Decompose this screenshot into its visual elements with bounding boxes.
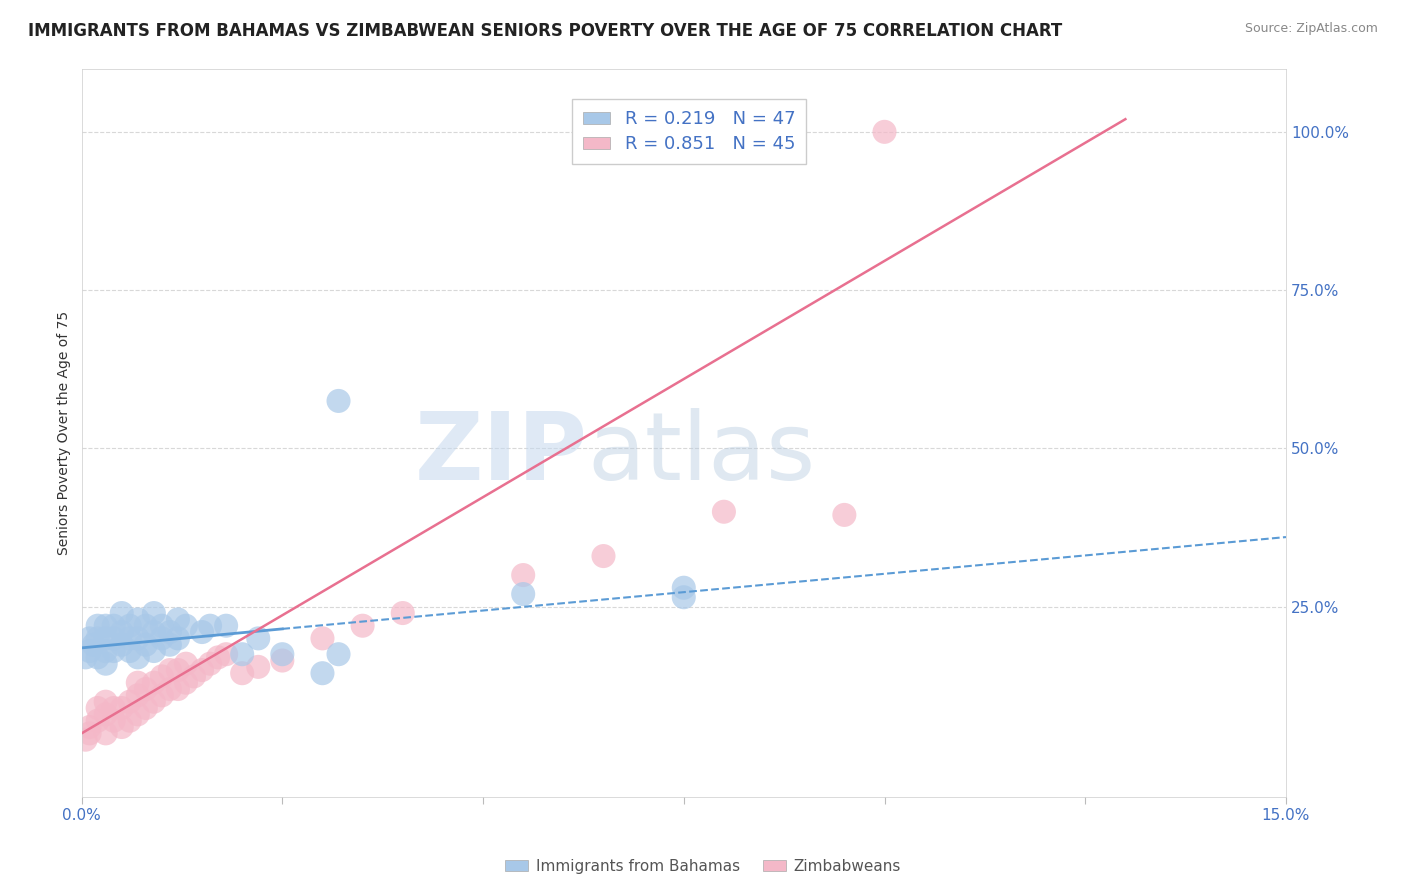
Point [150, 632, 173, 646]
Point [135, 638, 157, 652]
Point [94, 657, 117, 671]
Point [198, 618, 221, 632]
Point [118, 632, 141, 646]
Point [512, 568, 534, 582]
Y-axis label: Seniors Poverty Over the Age of 75: Seniors Poverty Over the Age of 75 [58, 310, 72, 555]
Point [94, 632, 117, 646]
Point [111, 701, 134, 715]
Point [215, 647, 238, 661]
Point [111, 606, 134, 620]
Legend: R = 0.219   N = 47, R = 0.851   N = 45: R = 0.219 N = 47, R = 0.851 N = 45 [572, 99, 806, 164]
Point [142, 695, 165, 709]
Point [86, 650, 108, 665]
Point [174, 618, 197, 632]
Point [873, 125, 896, 139]
Point [167, 663, 190, 677]
Point [94, 707, 117, 722]
Point [103, 644, 125, 658]
Point [118, 714, 141, 728]
Point [86, 701, 108, 715]
Point [75, 650, 97, 665]
Point [103, 632, 125, 646]
Point [79, 720, 101, 734]
Point [159, 638, 181, 652]
Text: IMMIGRANTS FROM BAHAMAS VS ZIMBABWEAN SENIORS POVERTY OVER THE AGE OF 75 CORRELA: IMMIGRANTS FROM BAHAMAS VS ZIMBABWEAN SE… [28, 22, 1063, 40]
Point [247, 660, 270, 674]
Point [167, 632, 190, 646]
Point [672, 591, 695, 605]
Point [167, 681, 190, 696]
Point [271, 647, 294, 661]
Point [94, 726, 117, 740]
Point [311, 666, 333, 681]
Point [231, 666, 253, 681]
Point [142, 606, 165, 620]
Point [103, 714, 125, 728]
Point [183, 669, 205, 683]
Point [94, 695, 117, 709]
Point [127, 650, 149, 665]
Text: ZIP: ZIP [415, 409, 588, 500]
Point [150, 618, 173, 632]
Point [83, 638, 105, 652]
Point [118, 695, 141, 709]
Point [159, 625, 181, 640]
Point [150, 689, 173, 703]
Point [328, 393, 350, 408]
Point [159, 681, 181, 696]
Point [127, 675, 149, 690]
Point [94, 644, 117, 658]
Point [118, 618, 141, 632]
Point [191, 625, 214, 640]
Point [142, 644, 165, 658]
Text: atlas: atlas [588, 409, 815, 500]
Point [512, 587, 534, 601]
Point [86, 632, 108, 646]
Point [167, 612, 190, 626]
Point [352, 618, 374, 632]
Point [127, 707, 149, 722]
Point [79, 644, 101, 658]
Point [135, 618, 157, 632]
Point [103, 701, 125, 715]
Point [135, 701, 157, 715]
Point [834, 508, 856, 522]
Point [311, 632, 333, 646]
Point [86, 714, 108, 728]
Point [231, 647, 253, 661]
Point [142, 625, 165, 640]
Point [94, 618, 117, 632]
Point [328, 647, 350, 661]
Point [150, 669, 173, 683]
Point [159, 663, 181, 677]
Point [79, 632, 101, 646]
Point [271, 654, 294, 668]
Point [79, 726, 101, 740]
Point [672, 581, 695, 595]
Legend: Immigrants from Bahamas, Zimbabweans: Immigrants from Bahamas, Zimbabweans [499, 853, 907, 880]
Point [103, 618, 125, 632]
Text: Source: ZipAtlas.com: Source: ZipAtlas.com [1244, 22, 1378, 36]
Point [142, 675, 165, 690]
Point [111, 625, 134, 640]
Point [127, 689, 149, 703]
Point [592, 549, 614, 563]
Point [198, 657, 221, 671]
Point [75, 732, 97, 747]
Point [135, 681, 157, 696]
Point [191, 663, 214, 677]
Point [391, 606, 413, 620]
Point [127, 632, 149, 646]
Point [174, 657, 197, 671]
Point [111, 638, 134, 652]
Point [713, 505, 735, 519]
Point [127, 612, 149, 626]
Point [247, 632, 270, 646]
Point [215, 618, 238, 632]
Point [86, 618, 108, 632]
Point [207, 650, 229, 665]
Point [111, 720, 134, 734]
Point [118, 644, 141, 658]
Point [174, 675, 197, 690]
